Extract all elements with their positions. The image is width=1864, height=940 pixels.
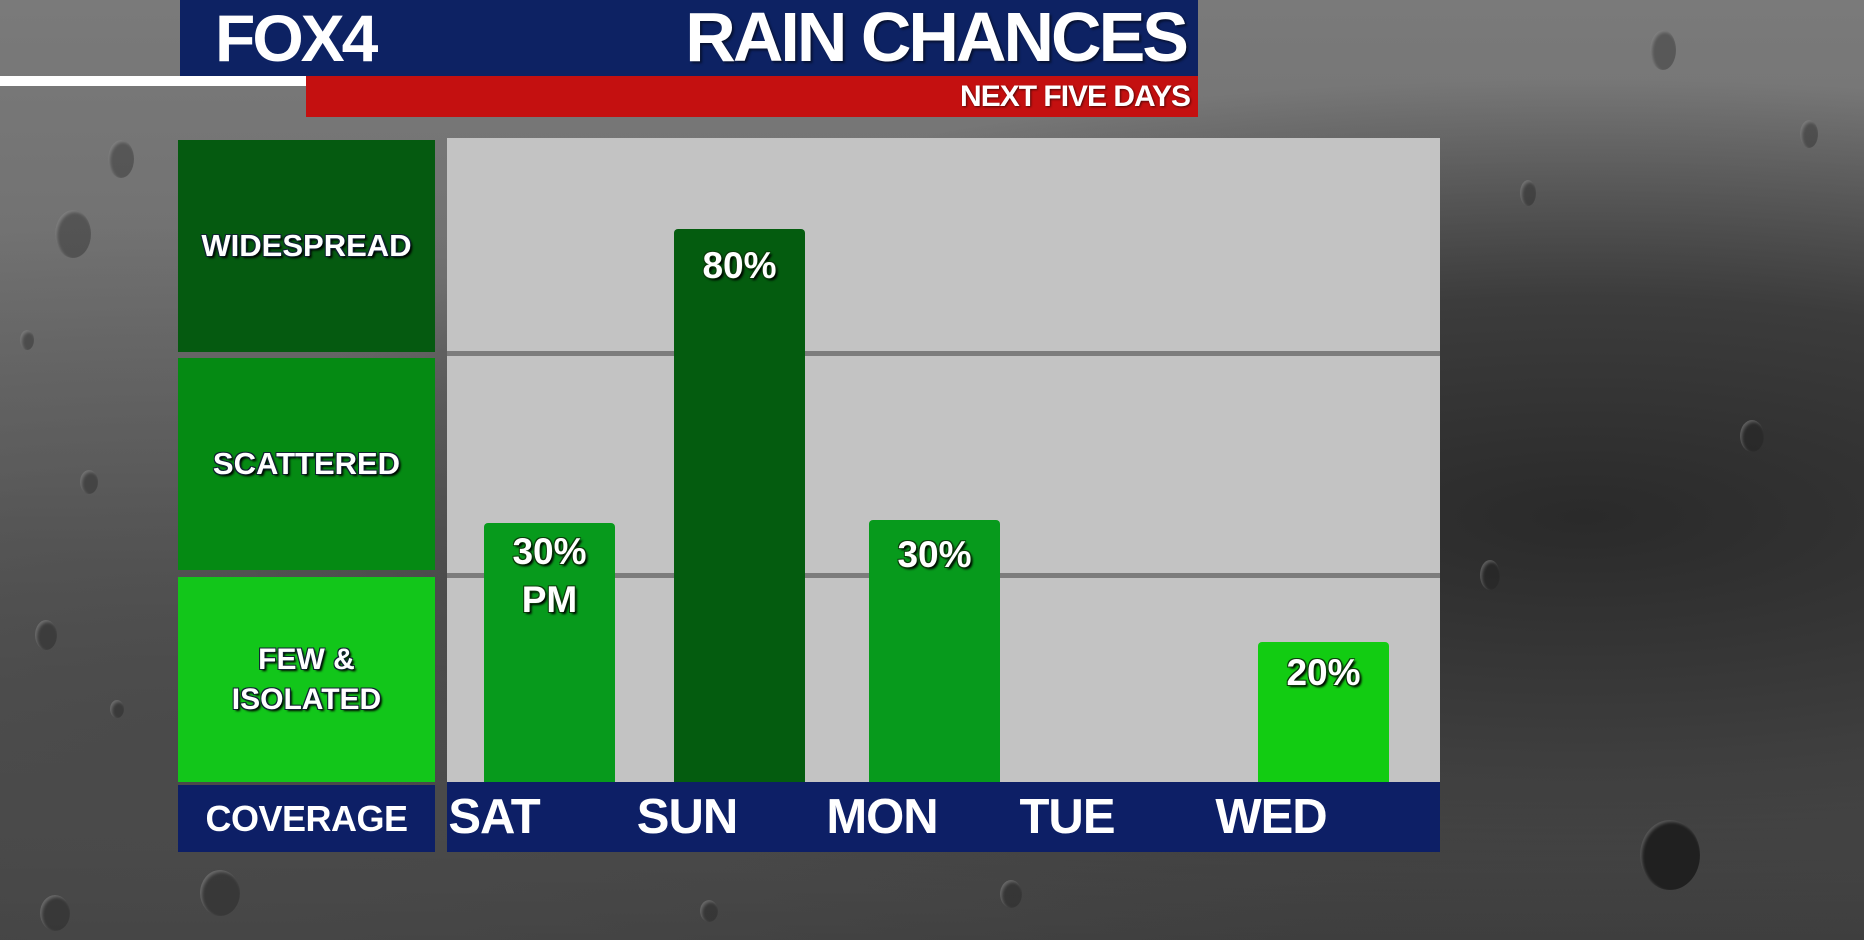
legend-label-widespread: WIDESPREAD: [201, 228, 412, 263]
legend-band-scattered: SCATTERED: [178, 358, 435, 570]
bar-sat: 30% PM: [484, 523, 615, 782]
bar-value-sun: 80%: [702, 245, 777, 286]
header-bar: [180, 0, 1198, 76]
x-label-wed: WED: [1215, 790, 1327, 844]
legend-label-scattered: SCATTERED: [212, 446, 401, 481]
x-label-tue: TUE: [1019, 790, 1116, 844]
bar-mon: 30%: [869, 520, 1000, 782]
page-title: RAIN CHANCES: [685, 0, 1189, 76]
page-subtitle: NEXT FIVE DAYS: [960, 80, 1191, 113]
x-label-sat: SAT: [448, 790, 540, 844]
bar-sun: 80%: [674, 229, 805, 782]
bar-value-mon: 30%: [897, 534, 972, 575]
x-label-sun: SUN: [636, 790, 738, 844]
subtitle-bar: [306, 76, 1198, 117]
legend-label-few-isolated: FEW & ISOLATED: [231, 642, 382, 716]
legend-band-few-isolated: FEW & ISOLATED: [178, 577, 435, 782]
header-accent-line: [0, 76, 306, 86]
legend-band-widespread: WIDESPREAD: [178, 140, 435, 352]
coverage-axis-label: COVERAGE: [178, 785, 435, 852]
fox4-logo: FOX4: [215, 1, 378, 75]
bar-value-wed: 20%: [1286, 652, 1361, 693]
gridline-widespread-scattered: [447, 351, 1440, 356]
bar-value-sat: 30%: [512, 531, 587, 572]
bar-wed: 20%: [1258, 642, 1389, 782]
x-label-mon: MON: [826, 790, 938, 844]
x-axis-bar: SAT SUN MON TUE WED: [447, 782, 1440, 852]
bar-note-sat: PM: [521, 579, 578, 620]
